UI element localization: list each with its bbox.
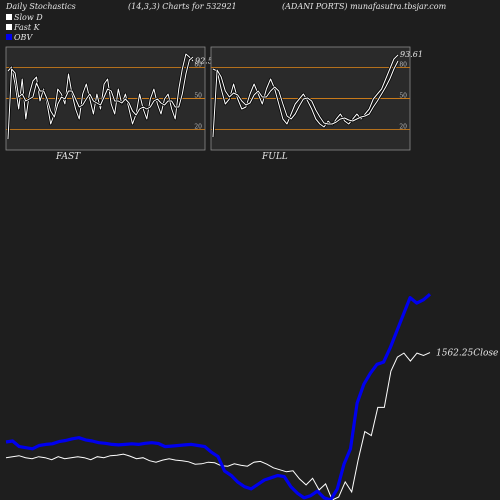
fast-panel-title: FAST (56, 152, 81, 162)
legend-swatch-fast-k (6, 24, 12, 30)
legend-item-obv: OBV (6, 33, 32, 42)
chart-header-center: (14,3,3) Charts for 532921 (128, 2, 237, 11)
legend-label-slow-d: Slow D (14, 13, 43, 22)
full-end-value-label: 93.61 (400, 50, 423, 59)
legend-item-slow-d: Slow D (6, 13, 43, 22)
fast-tick-label-20: 20 (194, 123, 202, 130)
legend-label-fast-k: Fast K (14, 23, 40, 32)
fast-end-value-label: 92.52 (195, 56, 218, 65)
close-price-line (5, 352, 431, 500)
full-tick-label-20: 20 (399, 123, 407, 130)
full-tick-label-50: 50 (399, 93, 407, 100)
full-series-line-1 (212, 60, 399, 138)
fast-series-line-1 (7, 56, 194, 140)
obv-line (5, 292, 432, 500)
chart-header-left: Daily Stochastics (6, 2, 76, 11)
fast-series-line-0 (7, 53, 194, 125)
legend-swatch-obv (6, 34, 12, 40)
full-panel-title: FULL (262, 152, 288, 162)
full-tick-label-80: 80 (399, 62, 407, 69)
fast-tick-label-50: 50 (194, 93, 202, 100)
close-end-label: 1562.25Close (436, 349, 498, 359)
legend-label-obv: OBV (14, 33, 33, 42)
fast-tick-label-80: 80 (194, 62, 202, 69)
chart-header-right: (ADANI PORTS) munafasutra.tbsjar.com (282, 2, 447, 11)
legend-item-fast-k: Fast K (6, 23, 40, 32)
legend-swatch-slow-d (6, 14, 12, 20)
